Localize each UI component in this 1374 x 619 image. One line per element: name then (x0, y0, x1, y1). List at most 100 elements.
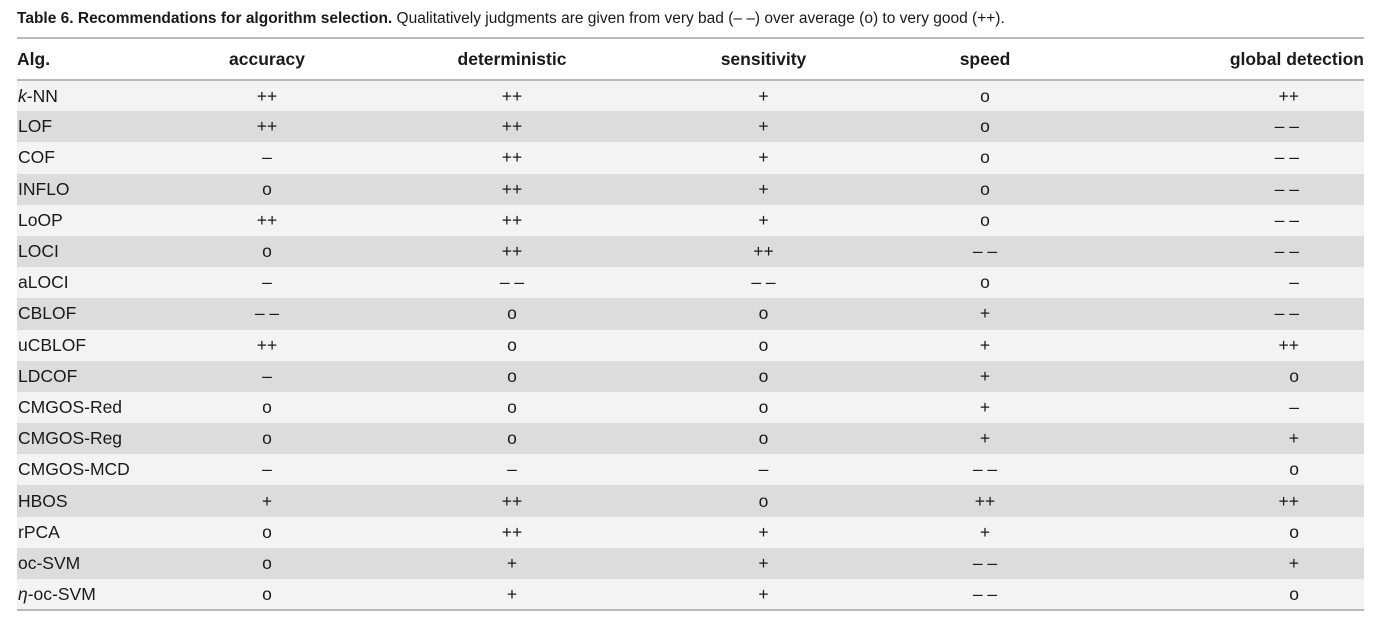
cell-accuracy: ++ (256, 85, 278, 106)
table-row: COF – ++ + o – – (17, 142, 1364, 174)
cell-speed: – – (972, 583, 998, 604)
cell-sensitivity: ++ (753, 241, 774, 262)
cell-algorithm: aLOCI (17, 267, 177, 298)
cell-deterministic: + (506, 583, 518, 604)
table-caption: Table 6. Recommendations for algorithm s… (17, 9, 1364, 29)
table-row: LOCI o ++ ++ – – – – (17, 235, 1364, 268)
cell-accuracy: + (261, 490, 273, 511)
algorithm-name: HBOS (18, 490, 68, 511)
cell-algorithm: LOCI (17, 236, 177, 267)
recommendations-table: Alg. accuracy deterministic sensitivity … (17, 37, 1364, 611)
header-speed: speed (959, 48, 1011, 69)
cell-deterministic: o (507, 396, 517, 417)
algorithm-name: CMGOS-Red (18, 396, 123, 417)
cell-algorithm: INFLO (17, 174, 177, 205)
cell-global-detection: o (1289, 583, 1299, 604)
cell-deterministic: – – (499, 272, 525, 293)
cell-global-detection: – – (1274, 178, 1299, 199)
algorithm-name: oc-SVM (18, 552, 81, 573)
cell-global-detection: – – (1274, 241, 1299, 262)
algorithm-name: CMGOS-Reg (18, 428, 123, 449)
cell-sensitivity: o (758, 396, 769, 417)
table-row: η-oc-SVM o + + – – o (17, 579, 1364, 611)
algorithm-name: rPCA (18, 521, 60, 542)
cell-algorithm: CBLOF (17, 298, 177, 329)
table-row: oc-SVM o + + – – + (17, 547, 1364, 579)
cell-global-detection: + (1288, 428, 1299, 449)
cell-sensitivity: – – (751, 272, 776, 293)
algorithm-name: LDCOF (18, 365, 78, 386)
cell-global-detection: – (1289, 272, 1299, 293)
cell-algorithm: CMGOS-Red (17, 392, 177, 423)
cell-deterministic: ++ (501, 147, 523, 168)
table-body: k-NN ++ ++ + o ++ LOF ++ ++ + o – – COF – ++ + o – – INFLO… (17, 80, 1364, 611)
cell-speed: + (979, 365, 991, 386)
cell-algorithm: CMGOS-MCD (17, 454, 177, 485)
table-row: LOF ++ ++ + o – – (17, 111, 1364, 143)
table-row: k-NN ++ ++ + o ++ (17, 80, 1364, 112)
header-global-detection: global detection (1229, 48, 1364, 69)
algorithm-name: CMGOS-MCD (18, 459, 130, 480)
header-alg: Alg. (17, 48, 51, 69)
table-row: LoOP ++ ++ + o – – (17, 204, 1364, 236)
cell-algorithm: HBOS (17, 485, 177, 516)
algorithm-prefix: η (18, 583, 28, 604)
cell-global-detection: + (1288, 552, 1299, 573)
algorithm-name: INFLO (18, 178, 70, 199)
cell-speed: o (980, 178, 990, 199)
algorithm-name: aLOCI (18, 272, 69, 293)
cell-accuracy: – (262, 147, 272, 168)
cell-deterministic: + (506, 552, 518, 573)
cell-global-detection: o (1289, 459, 1299, 480)
cell-deterministic: o (507, 428, 517, 449)
cell-speed: + (979, 521, 991, 542)
algorithm-name: LoOP (18, 209, 63, 230)
cell-speed: o (980, 147, 990, 168)
cell-accuracy: – (262, 272, 272, 293)
algorithm-name: -oc-SVM (27, 583, 96, 604)
cell-global-detection: – – (1274, 116, 1299, 137)
cell-speed: o (980, 209, 990, 230)
cell-accuracy: – – (254, 303, 280, 324)
cell-speed: + (979, 303, 991, 324)
table-row: CMGOS-Reg o o o + + (17, 423, 1364, 455)
cell-sensitivity: + (758, 178, 769, 199)
cell-sensitivity: o (758, 428, 769, 449)
cell-deterministic: o (507, 365, 517, 386)
algorithm-name: LOF (18, 116, 53, 137)
table-row: HBOS + ++ o ++ ++ (17, 485, 1364, 517)
cell-sensitivity: + (758, 521, 769, 542)
cell-accuracy: ++ (256, 116, 278, 137)
cell-speed: + (979, 334, 991, 355)
cell-sensitivity: + (758, 147, 769, 168)
cell-algorithm: COF (17, 142, 177, 173)
table-row: LDCOF – o o + o (17, 360, 1364, 392)
cell-sensitivity: o (758, 303, 769, 324)
cell-global-detection: – (1289, 396, 1299, 417)
table-row: INFLO o ++ + o – – (17, 173, 1364, 205)
cell-algorithm: LoOP (17, 205, 177, 236)
algorithm-prefix: k (18, 85, 27, 106)
cell-speed: – – (972, 241, 998, 262)
cell-speed: + (979, 396, 991, 417)
cell-sensitivity: + (758, 116, 769, 137)
cell-deterministic: ++ (501, 490, 523, 511)
algorithm-name: uCBLOF (18, 334, 87, 355)
cell-accuracy: o (262, 583, 272, 604)
cell-sensitivity: + (758, 85, 769, 106)
cell-speed: o (980, 116, 990, 137)
cell-deterministic: ++ (501, 85, 523, 106)
cell-sensitivity: o (758, 334, 769, 355)
cell-global-detection: – – (1274, 147, 1299, 168)
cell-global-detection: – – (1274, 303, 1299, 324)
table-header: Alg. accuracy deterministic sensitivity … (17, 38, 1364, 80)
cell-deterministic: ++ (501, 521, 523, 542)
cell-sensitivity: o (758, 365, 769, 386)
cell-speed: – – (972, 552, 998, 573)
cell-global-detection: – – (1274, 209, 1299, 230)
cell-sensitivity: o (758, 490, 769, 511)
cell-global-detection: ++ (1278, 490, 1299, 511)
cell-sensitivity: + (758, 209, 769, 230)
cell-global-detection: o (1289, 521, 1299, 542)
